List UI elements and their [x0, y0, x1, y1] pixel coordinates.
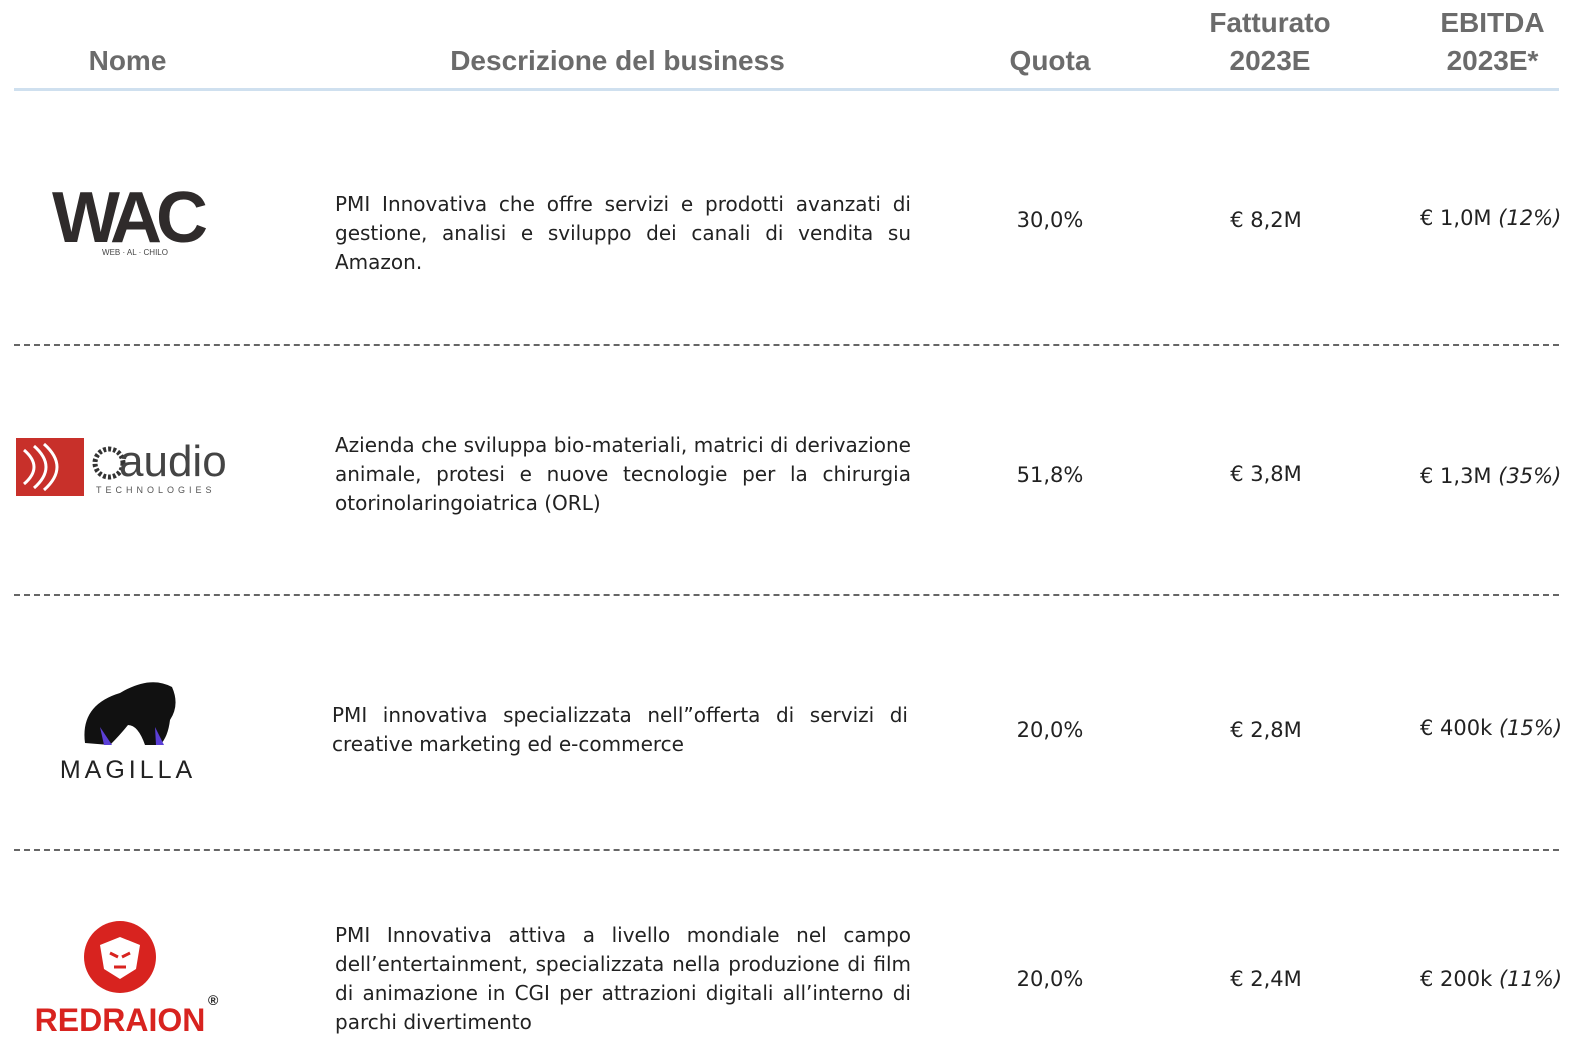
fatturato: € 8,2M [1230, 208, 1302, 232]
logo-subtext: ® [208, 992, 219, 1008]
ebitda-value: € 200k [1420, 967, 1493, 991]
fatturato: € 2,4M [1230, 967, 1302, 991]
ebitda-margin: (35%) [1498, 464, 1562, 488]
logo-text: MAGILLA [60, 756, 196, 784]
logo-text: WAC [52, 180, 207, 258]
ebitda-value: € 1,3M [1420, 464, 1492, 488]
description: PMI innovativa specializzata nell”offert… [332, 703, 908, 756]
logo: audio TECHNOLOGIES [16, 437, 227, 496]
ebitda-margin: (11%) [1498, 967, 1563, 991]
logo-subtext: TECHNOLOGIES [96, 485, 216, 495]
logo: MAGILLA [60, 682, 196, 784]
ebitda-margin: (15%) [1498, 716, 1563, 740]
row-separator [14, 594, 1559, 596]
ebitda: € 1,0M (12%) [1420, 206, 1561, 230]
row-separator [14, 849, 1559, 851]
column-header: EBITDA 2023E* [1440, 7, 1545, 76]
logo-icon [84, 682, 176, 745]
fatturato: € 3,8M [1230, 462, 1302, 486]
logo-text: audio [119, 437, 227, 486]
quota: 51,8% [1016, 463, 1084, 487]
column-header: Quota [1009, 45, 1091, 76]
description: PMI Innovativa attiva a livello mondiale… [335, 923, 911, 1034]
ebitda-value: € 400k [1420, 716, 1493, 740]
ebitda-margin: (12%) [1498, 206, 1562, 230]
ebitda: € 1,3M (35%) [1420, 464, 1561, 488]
column-header: Nome [88, 45, 167, 76]
quota: 20,0% [1016, 967, 1084, 991]
logo-text: REDRAION [35, 1002, 206, 1038]
quota: 30,0% [1016, 208, 1084, 232]
fatturato: € 2,8M [1230, 718, 1302, 742]
description: Azienda che sviluppa bio-materiali, matr… [335, 433, 911, 515]
logo-subtext: WEB · AL · CHILO [102, 248, 168, 257]
description: PMI Innovativa che offre servizi e prodo… [335, 192, 911, 274]
row-separator [14, 344, 1559, 346]
ebitda: € 200k (11%) [1420, 967, 1562, 991]
logo: WAC WEB · AL · CHILO [52, 180, 213, 258]
ebitda-value: € 1,0M [1420, 206, 1492, 230]
ebitda: € 400k (15%) [1420, 716, 1562, 740]
header-rule [14, 88, 1559, 91]
logo: REDRAION ® [35, 921, 219, 1038]
logo-icon [16, 438, 84, 496]
column-header: Fatturato 2023E [1209, 7, 1331, 76]
column-header: Descrizione del business [450, 45, 785, 76]
quota: 20,0% [1016, 718, 1084, 742]
